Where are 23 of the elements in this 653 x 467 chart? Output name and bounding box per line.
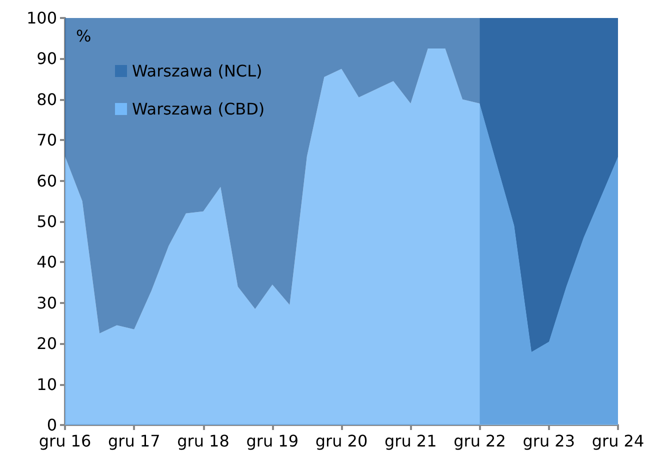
- y-tick-label: 40: [36, 252, 57, 272]
- x-tick-label: gru 17: [108, 432, 160, 450]
- y-tick-label: 90: [36, 49, 57, 68]
- y-tick-label: 50: [36, 212, 57, 231]
- y-tick-label: 10: [36, 374, 57, 394]
- x-tick-label: gru 23: [522, 432, 576, 450]
- y-tick-label: 20: [36, 334, 57, 354]
- y-tick-label: 30: [36, 293, 57, 312]
- x-tick-label: gru 18: [177, 432, 230, 450]
- x-tick-label: gru 21: [384, 432, 437, 450]
- y-tick-label: 80: [36, 90, 57, 109]
- y-tick-label: 100: [26, 8, 57, 28]
- x-tick-label: gru 22: [454, 432, 506, 450]
- y-tick-label: 0: [46, 416, 57, 434]
- x-tick-label: gru 20: [315, 432, 368, 450]
- y-axis-title: %: [76, 26, 92, 46]
- x-tick-label: gru 19: [246, 432, 299, 450]
- y-tick-label: 60: [36, 171, 57, 190]
- y-tick-label: 70: [36, 130, 57, 150]
- legend-label: Warszawa (CBD): [132, 100, 265, 118]
- x-tick-label: gru 24: [592, 432, 644, 450]
- x-tick-label: gru 16: [38, 432, 92, 450]
- legend-label: Warszawa (NCL): [132, 62, 262, 80]
